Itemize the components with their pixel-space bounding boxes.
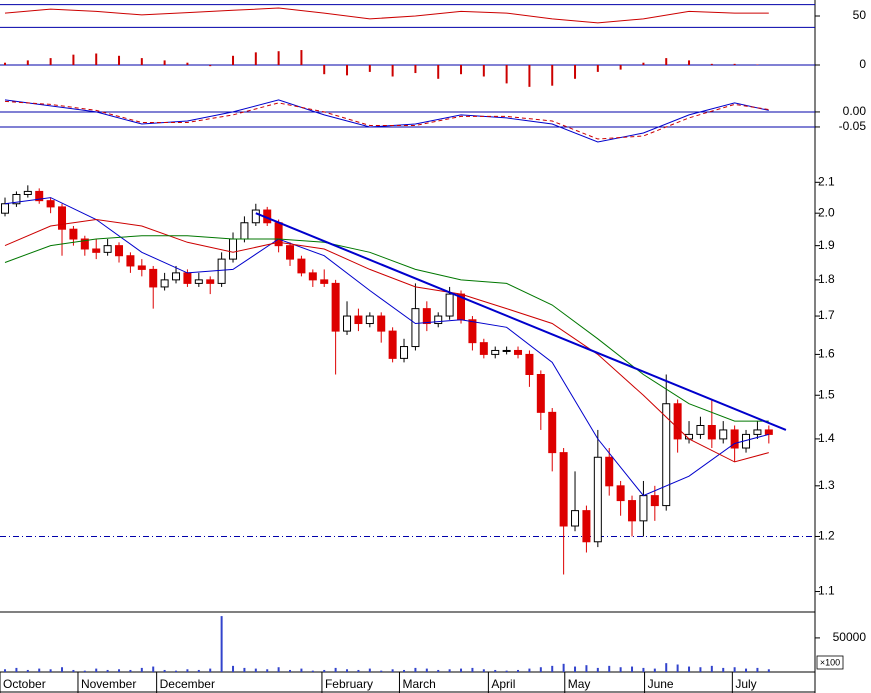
- candle-body: [126, 255, 135, 267]
- candle-body: [696, 424, 705, 435]
- candle-body: [514, 349, 523, 355]
- candle-body: [753, 429, 762, 435]
- y-tick-label: -0.05: [839, 119, 867, 133]
- candle-body: [525, 353, 534, 375]
- x-tick-label: December: [160, 677, 215, 691]
- x-tick-label: July: [735, 677, 756, 691]
- candle-body: [730, 429, 739, 449]
- candle-body: [365, 315, 374, 325]
- x-tick-label: June: [648, 677, 674, 691]
- candle-body: [217, 258, 226, 284]
- y-tick-label: 2.0: [818, 205, 835, 219]
- candle-body: [571, 510, 580, 527]
- candle-body: [411, 308, 420, 348]
- candle-body: [719, 429, 728, 440]
- series-line: [4, 235, 769, 422]
- candle-body: [12, 193, 21, 205]
- candle-body: [80, 238, 89, 250]
- candle-body: [377, 315, 386, 332]
- series-line: [4, 7, 769, 24]
- y-tick-label: 2.1: [818, 174, 835, 188]
- series-line: [4, 218, 769, 463]
- candle-body: [707, 424, 716, 440]
- candle-body: [286, 245, 295, 260]
- candle-body: [343, 315, 352, 332]
- candle-body: [605, 456, 614, 487]
- candle-body: [650, 495, 659, 507]
- unit-box: [816, 655, 844, 670]
- candle-body: [149, 268, 158, 288]
- candle-body: [422, 308, 431, 325]
- series-line: [4, 100, 769, 140]
- candle-body: [115, 245, 124, 257]
- candle-body: [536, 373, 545, 413]
- candle-body: [388, 330, 397, 359]
- candle-body: [628, 500, 637, 522]
- candle-body: [194, 279, 203, 284]
- candle-body: [297, 258, 306, 274]
- y-tick-label: 50: [853, 8, 867, 22]
- candle-body: [593, 456, 602, 543]
- x-tick-label: October: [3, 677, 46, 691]
- unit-label: ×100: [820, 657, 840, 667]
- candle-body: [183, 272, 192, 284]
- y-tick-label: 1.7: [818, 308, 835, 322]
- candle-body: [662, 403, 671, 507]
- candle-body: [320, 279, 329, 284]
- candle-body: [616, 485, 625, 502]
- candle-body: [92, 248, 101, 253]
- y-tick-label: 1.2: [818, 529, 835, 543]
- candle-body: [639, 495, 648, 522]
- candle-body: [58, 206, 67, 230]
- candle-body: [35, 190, 44, 202]
- candle-body: [502, 349, 511, 352]
- candle-body: [354, 315, 363, 325]
- x-tick-label: April: [491, 677, 515, 691]
- candle-body: [229, 238, 238, 260]
- candle-body: [23, 190, 32, 195]
- candle-body: [331, 282, 340, 332]
- candle-body: [69, 228, 78, 240]
- candle-body: [308, 272, 317, 281]
- candle-body: [251, 209, 260, 224]
- candle-body: [673, 403, 682, 440]
- y-tick-label: 1.3: [818, 478, 835, 492]
- candle-body: [559, 452, 568, 527]
- x-tick-label: November: [81, 677, 136, 691]
- candle-body: [240, 222, 249, 240]
- candle-body: [46, 200, 55, 208]
- candle-body: [137, 265, 146, 270]
- candle-body: [548, 411, 557, 454]
- candle-body: [582, 510, 591, 543]
- candle-body: [764, 429, 773, 435]
- y-tick-label: 1.4: [818, 431, 835, 445]
- candle-body: [1, 203, 10, 214]
- series-line: [4, 197, 769, 497]
- y-tick-label: 1.5: [818, 387, 835, 401]
- candle-body: [103, 245, 112, 253]
- x-tick-label: March: [402, 677, 435, 691]
- y-tick-label: 0.00: [843, 104, 867, 118]
- candle-body: [491, 349, 500, 355]
- y-tick-label: 1.8: [818, 272, 835, 286]
- trendline: [255, 212, 787, 431]
- candle-body: [479, 342, 488, 355]
- y-tick-label: 1.9: [818, 238, 835, 252]
- candle-body: [206, 279, 215, 284]
- candle-body: [160, 279, 169, 288]
- x-tick-label: May: [568, 677, 591, 691]
- candle-body: [400, 346, 409, 359]
- candle-body: [468, 319, 477, 344]
- x-tick-label: February: [325, 677, 373, 691]
- candle-body: [434, 315, 443, 325]
- y-tick-label: 0: [859, 57, 866, 71]
- y-tick-label: 1.1: [818, 584, 835, 598]
- y-tick-label: 50000: [833, 630, 867, 644]
- candle-body: [445, 293, 454, 317]
- y-tick-label: 1.6: [818, 347, 835, 361]
- candle-body: [172, 272, 181, 281]
